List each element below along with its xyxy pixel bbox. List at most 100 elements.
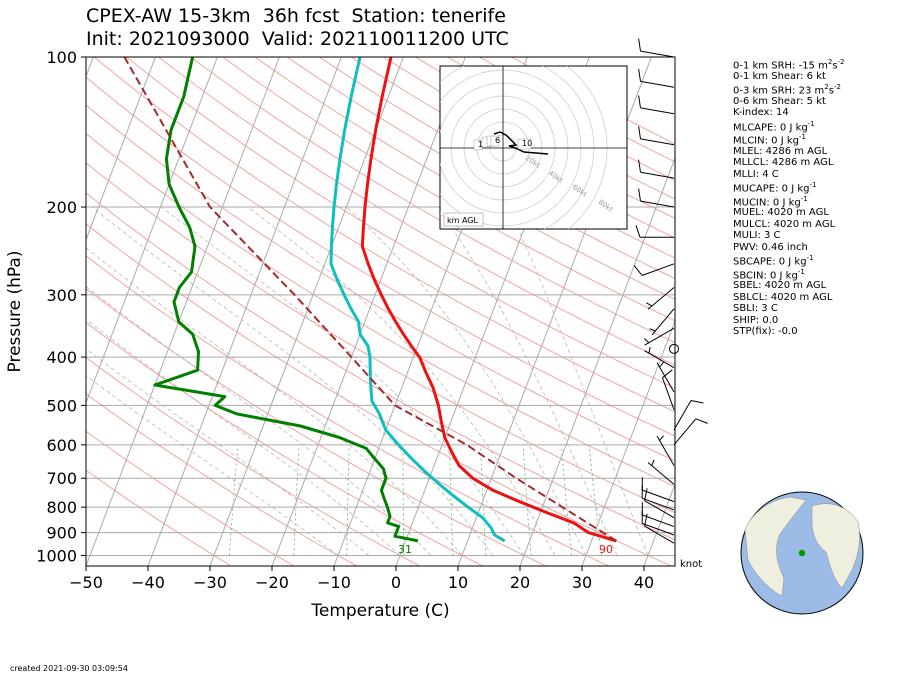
mixing-ratio-line	[449, 444, 454, 556]
wind-barb	[656, 435, 675, 466]
index-line: SHIP: 0.0	[733, 314, 779, 326]
dry-adiabat	[86, 255, 609, 566]
plot-frame	[85, 56, 676, 567]
hodograph-height-label: 1	[478, 140, 483, 149]
wind-barb	[638, 38, 675, 58]
y-tick-label: 700	[46, 469, 77, 488]
index-line: 0-1 km SRH: -15 m2s-2	[733, 58, 845, 72]
dry-adiabat	[86, 469, 232, 566]
y-axis-label: Pressure (hPa)	[5, 251, 25, 373]
hodograph-height-box	[490, 135, 500, 147]
isotherm	[209, 57, 404, 566]
wind-barb	[644, 346, 675, 369]
wind-barb	[641, 477, 675, 503]
index-line: MUCIN: 0 J kg-1	[733, 194, 808, 208]
x-axis-label: Temperature (C)	[310, 601, 449, 621]
x-tick-label: 40	[634, 573, 654, 592]
mixing-ratio-line	[293, 444, 300, 556]
index-line: MLCAPE: 0 J kg-1	[733, 119, 815, 133]
globe-land-africa-europe	[811, 503, 860, 589]
isotherm	[86, 57, 218, 405]
wind-unit-label: knot	[680, 559, 703, 570]
series-dewpoint	[329, 57, 506, 543]
x-tick-label: 0	[391, 573, 401, 592]
calm-wind-marker	[669, 343, 679, 354]
hodograph-frame	[439, 65, 628, 230]
index-line: MLLCL: 4286 m AGL	[733, 157, 834, 168]
hodograph-height-box	[517, 138, 532, 150]
dry-adiabat	[190, 57, 675, 344]
x-tick-label: −10	[317, 573, 351, 592]
isotherm	[86, 57, 156, 242]
isotherm	[86, 57, 280, 566]
isotherm	[581, 319, 675, 566]
x-tick-label: 20	[510, 573, 530, 592]
wind-barb	[647, 459, 675, 485]
wind-barb	[638, 126, 675, 146]
index-line: STP(fix): -0.0	[733, 326, 798, 337]
x-tick-label: −50	[69, 573, 103, 592]
dry-adiabat	[86, 288, 546, 566]
x-tick-label: −30	[193, 573, 227, 592]
wind-barb	[644, 513, 675, 544]
y-tick-label: 500	[46, 396, 77, 415]
index-line: 0-1 km Shear: 6 kt	[733, 70, 826, 82]
index-line: MLLI: 4 C	[733, 168, 779, 180]
series-parcel	[123, 57, 617, 542]
wind-barb	[644, 488, 675, 519]
index-line: 0-6 km Shear: 5 kt	[733, 95, 826, 107]
wind-barb	[641, 502, 675, 528]
index-line: SBCIN: 0 J kg-1	[733, 267, 805, 281]
y-tick-label: 300	[46, 286, 77, 305]
dry-adiabat	[86, 356, 421, 566]
hodograph-height-label: 10	[522, 139, 532, 148]
wind-barb	[649, 308, 675, 336]
wind-barb	[638, 159, 675, 179]
dry-adiabat	[86, 321, 483, 566]
y-tick-label: 800	[46, 498, 77, 517]
isotherm	[519, 156, 675, 566]
index-line: MUCAPE: 0 J kg-1	[733, 181, 817, 195]
dry-adiabat	[86, 104, 675, 462]
dry-adiabat	[254, 57, 675, 300]
index-line: SBEL: 4020 m AGL	[733, 280, 827, 291]
index-line: 0-3 km SRH: 23 m2s-2	[733, 83, 841, 97]
y-tick-label: 900	[46, 524, 77, 543]
y-tick-label: 400	[46, 348, 77, 367]
wind-barb	[635, 225, 675, 238]
dry-adiabat	[86, 76, 675, 437]
index-line: SBCAPE: 0 J kg-1	[733, 254, 814, 268]
wind-barb	[673, 400, 704, 431]
mixing-ratio-line	[588, 444, 602, 556]
dry-adiabat	[86, 192, 675, 541]
y-tick-label: 1000	[36, 546, 77, 565]
index-line: MLCIN: 0 J kg-1	[733, 133, 806, 147]
index-line: K-index: 14	[733, 107, 789, 118]
index-line: MULI: 3 C	[733, 230, 781, 241]
dry-adiabat	[86, 430, 295, 566]
mixing-ratio-line	[228, 444, 239, 556]
wind-barb	[661, 369, 675, 410]
y-tick-label: 100	[46, 48, 77, 67]
moist-adiabat	[86, 348, 370, 556]
moist-adiabat	[161, 206, 525, 556]
index-line: PWV: 0.46 inch	[733, 241, 808, 253]
index-line: MULCL: 4020 m AGL	[733, 218, 836, 230]
x-tick-label: −40	[131, 573, 165, 592]
station-marker	[798, 549, 806, 557]
isotherm	[271, 57, 466, 566]
dry-adiabat	[350, 57, 675, 239]
hodograph-footer-box	[443, 212, 484, 227]
globe-land-americas	[744, 496, 807, 597]
y-tick-label: 600	[46, 436, 77, 455]
title-line2: Init: 2021093000 Valid: 202110011200 UTC	[86, 28, 509, 50]
index-line: SBLI: 3 C	[733, 303, 778, 314]
plot-area	[86, 57, 675, 566]
index-line: MLEL: 4286 m AGL	[733, 145, 828, 157]
x-tick-label: −20	[255, 573, 289, 592]
hodograph-trace	[493, 131, 549, 155]
title-line1: CPEX-AW 15-3km 36h fcst Station: tenerif…	[86, 5, 506, 27]
wind-barb	[633, 263, 675, 276]
y-tick-label: 200	[46, 198, 77, 217]
